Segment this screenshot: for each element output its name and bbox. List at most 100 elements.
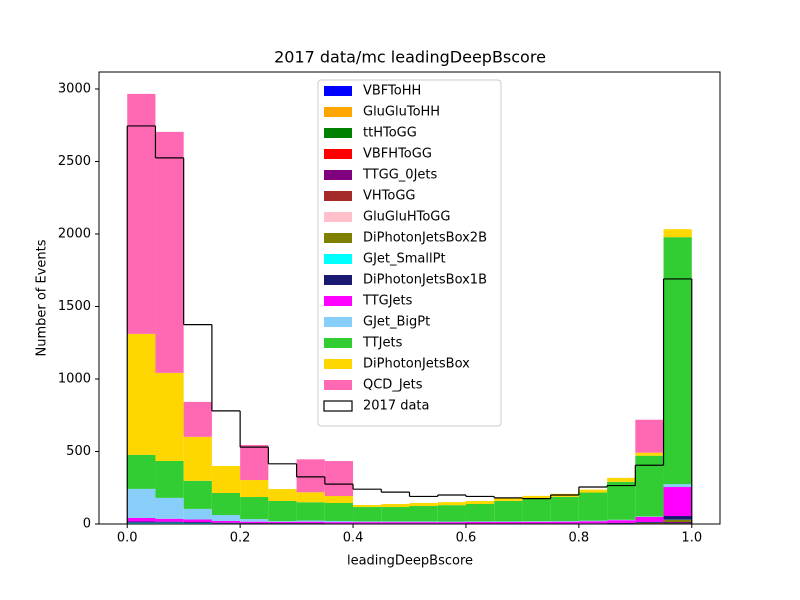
x-tick-label: 0.6 xyxy=(456,531,477,546)
legend-label: TTGJets xyxy=(362,294,413,309)
bar xyxy=(211,520,241,523)
legend-swatch xyxy=(324,317,352,327)
legend-box xyxy=(317,79,502,427)
bar xyxy=(155,522,184,524)
legend-label: VHToGG xyxy=(363,189,416,204)
bar xyxy=(550,521,579,522)
bar xyxy=(183,519,212,523)
legend-swatch xyxy=(324,170,352,180)
bar xyxy=(211,522,241,524)
legend-swatch xyxy=(324,212,352,222)
bar xyxy=(550,521,579,524)
bar xyxy=(607,522,636,524)
legend-label: VBFToHH xyxy=(363,84,421,99)
legend-swatch xyxy=(324,359,352,369)
bar xyxy=(663,516,692,520)
bar xyxy=(437,502,466,506)
y-axis-label: Number of Events xyxy=(35,239,50,356)
bar xyxy=(211,465,241,493)
bar xyxy=(127,454,156,489)
y-tick-label: 3000 xyxy=(58,81,91,96)
bar xyxy=(353,507,382,522)
bar xyxy=(635,452,664,456)
legend-swatch xyxy=(324,107,352,117)
bar xyxy=(663,484,692,488)
legend-swatch xyxy=(324,191,352,201)
legend-swatch xyxy=(324,296,352,306)
bar xyxy=(324,496,354,503)
bar xyxy=(663,237,692,485)
legend-swatch xyxy=(324,149,352,159)
bar xyxy=(183,508,212,520)
bar xyxy=(296,502,325,521)
legend-label: 2017 data xyxy=(363,399,430,414)
bar xyxy=(240,444,269,481)
legend-label: QCD_Jets xyxy=(363,378,423,393)
bar xyxy=(663,521,692,524)
bar xyxy=(353,505,382,508)
bar xyxy=(127,522,156,524)
bar xyxy=(127,521,156,523)
bar xyxy=(155,518,184,522)
bar xyxy=(240,497,269,520)
y-tick-label: 1500 xyxy=(58,299,91,314)
bar xyxy=(240,480,269,498)
bar xyxy=(409,506,438,522)
bar xyxy=(296,459,325,493)
legend-swatch xyxy=(324,338,352,348)
bar xyxy=(240,519,269,522)
bar xyxy=(155,497,184,519)
bar xyxy=(578,489,608,493)
legend-swatch xyxy=(324,86,352,96)
legend-label: GluGluToHH xyxy=(363,105,440,120)
legend-label: ttHToGG xyxy=(363,126,417,141)
bar xyxy=(268,521,297,522)
bar xyxy=(465,521,495,522)
bar xyxy=(465,521,495,524)
y-tick-label: 2500 xyxy=(58,154,91,169)
bar xyxy=(296,492,325,503)
bar xyxy=(211,515,241,521)
bar xyxy=(183,480,212,509)
x-tick-label: 1.0 xyxy=(681,531,702,546)
bar xyxy=(381,521,410,523)
bar xyxy=(324,461,354,497)
bar xyxy=(296,520,325,522)
y-tick-label: 500 xyxy=(66,444,91,459)
chart-title: 2017 data/mc leadingDeepBscore xyxy=(274,48,546,67)
bar xyxy=(324,522,354,524)
bar xyxy=(522,521,551,524)
bar xyxy=(635,521,664,523)
bar xyxy=(607,520,636,523)
bar xyxy=(607,477,636,482)
bar xyxy=(635,516,664,522)
bar xyxy=(437,505,466,522)
bar xyxy=(296,521,325,524)
legend-label: VBFHToGG xyxy=(363,147,432,162)
bar xyxy=(155,131,184,373)
legend-label: GJet_BigPt xyxy=(363,315,430,330)
bar xyxy=(550,496,579,522)
legend-swatch xyxy=(324,380,352,390)
legend-label: DiPhotonJetsBox xyxy=(363,357,470,372)
bar xyxy=(494,521,523,522)
bar xyxy=(409,502,438,507)
bar xyxy=(127,93,156,334)
bar xyxy=(437,521,466,523)
bar xyxy=(211,492,241,516)
legend-label: GluGluHToGG xyxy=(363,210,450,225)
bar xyxy=(324,520,354,523)
bar xyxy=(127,333,156,455)
bar xyxy=(127,517,156,522)
legend-label: DiPhotonJetsBox2B xyxy=(363,231,487,246)
bar xyxy=(155,372,184,461)
bar xyxy=(268,500,297,522)
legend-swatch xyxy=(324,233,352,243)
y-tick-label: 0 xyxy=(83,517,91,532)
bar xyxy=(663,487,692,517)
legend-label: GJet_SmallPt xyxy=(363,252,446,267)
legend-swatch xyxy=(324,128,352,138)
x-tick-label: 0.2 xyxy=(230,531,251,546)
bar xyxy=(437,522,466,524)
